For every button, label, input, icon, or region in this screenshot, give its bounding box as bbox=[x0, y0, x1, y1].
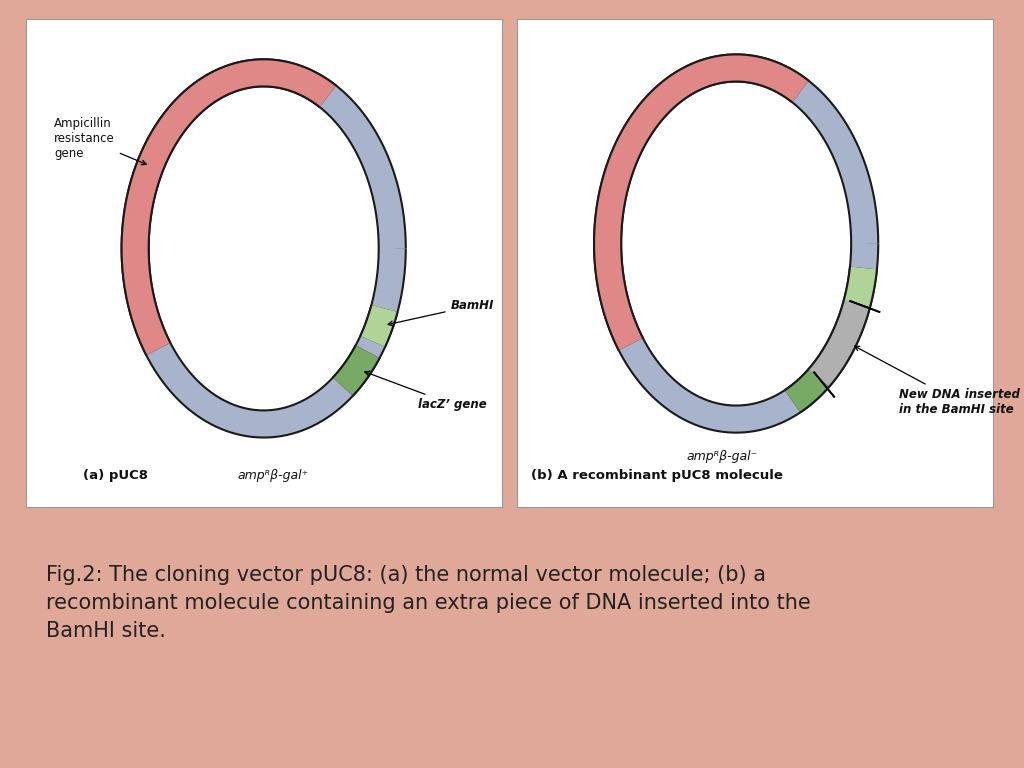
Text: Fig.2: The cloning vector pUC8: (a) the normal vector molecule; (b) a
recombinan: Fig.2: The cloning vector pUC8: (a) the … bbox=[46, 565, 811, 641]
Text: (a) pUC8: (a) pUC8 bbox=[83, 469, 147, 482]
Polygon shape bbox=[154, 91, 374, 406]
Text: (b) A recombinant pUC8 molecule: (b) A recombinant pUC8 molecule bbox=[531, 469, 783, 482]
Text: BamHI: BamHI bbox=[388, 300, 494, 326]
Text: lacZ’ gene: lacZ’ gene bbox=[365, 371, 486, 411]
Text: New DNA inserted
in the BamHI site: New DNA inserted in the BamHI site bbox=[855, 346, 1020, 416]
Text: Ampicillin
resistance
gene: Ampicillin resistance gene bbox=[54, 117, 146, 164]
Text: ampᴿβ-gal⁺: ampᴿβ-gal⁺ bbox=[238, 469, 309, 482]
Polygon shape bbox=[626, 85, 847, 402]
Text: ampᴿβ-gal⁻: ampᴿβ-gal⁻ bbox=[686, 450, 758, 463]
